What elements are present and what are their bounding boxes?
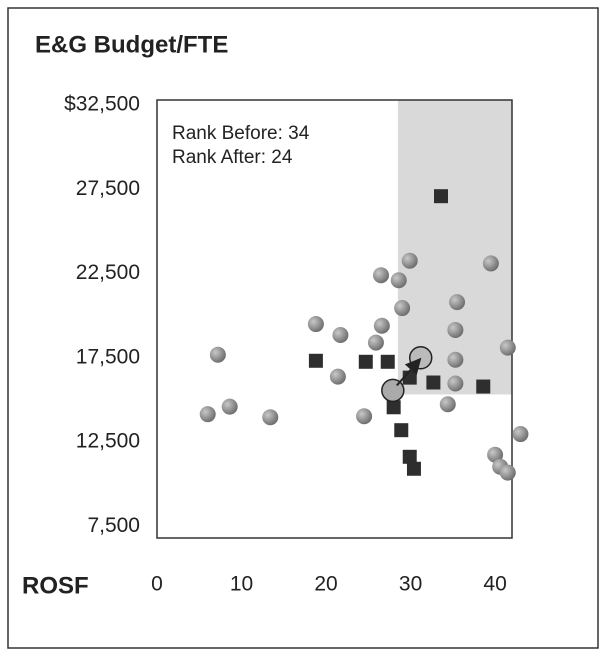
point [329,368,346,385]
point [482,255,499,272]
annotation: Rank Before: 34 [172,123,310,144]
x-tick-label: 20 [314,573,337,596]
point [476,379,491,394]
point [487,446,504,463]
arrow [396,357,422,387]
plot-area [156,99,513,539]
point [499,464,516,481]
point [367,334,384,351]
point [499,339,516,356]
y-tick-label: 17,500 [76,345,140,368]
point [373,317,390,334]
point [394,423,409,438]
point [406,461,421,476]
point [439,396,456,413]
point [332,327,349,344]
y-tick-label: 12,500 [76,430,140,453]
frame [7,7,599,649]
x-axis-label: ROSF [22,572,89,599]
point [447,351,464,368]
point [372,267,389,284]
y-tick-label: 7,500 [87,514,140,537]
x-tick-label: 30 [399,573,422,596]
point [209,346,226,363]
point [512,426,529,443]
x-tick-label: 40 [483,573,506,596]
x-tick-label: 0 [151,573,163,596]
point [447,375,464,392]
highlight-region [397,100,512,395]
point [449,294,466,311]
after-point [408,345,433,370]
point [394,300,411,317]
x-tick-label: 10 [230,573,253,596]
point [390,272,407,289]
point [358,354,373,369]
point [380,354,395,369]
y-tick-label: 22,500 [76,261,140,284]
point [386,400,401,415]
annotation: Rank After: 24 [172,147,293,168]
point [447,321,464,338]
point [401,252,418,269]
y-tick-label: $32,500 [64,93,140,116]
point [307,316,324,333]
point [356,408,373,425]
point [199,406,216,423]
point [221,398,238,415]
y-tick-label: 27,500 [76,177,140,200]
chart-title: E&G Budget/FTE [35,31,228,58]
point [308,353,323,368]
point [426,375,441,390]
point [262,409,279,426]
point [434,189,448,204]
point [402,449,417,464]
